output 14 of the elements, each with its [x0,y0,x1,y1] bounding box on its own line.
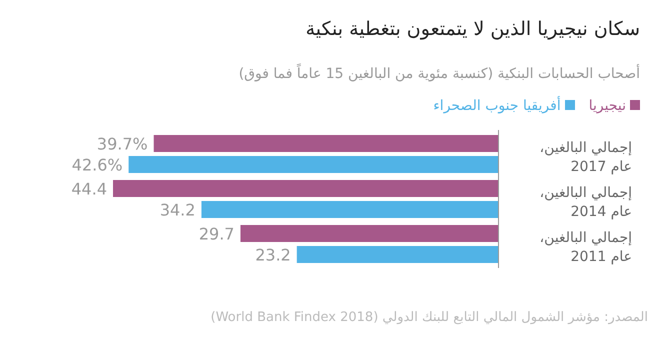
annotation: المصدر: مؤشر الشمول المالي التابع للبنك الدولي (World Bank Findex 2018) [210,310,648,325]
legend-label: أفريقيا جنوب الصحراء [433,98,562,114]
category-label: إجمالي البالغين، عام 2011 [538,229,632,267]
data-label: 23.2 [255,246,291,264]
data-label: 39.7% [96,134,148,154]
data-label: 29.7 [198,224,234,244]
title: سكان نيجيريا الذين لا يتمتعون بتغطية بنكية [306,18,640,40]
data-label: 44.4 [71,180,107,198]
data-label: 42.6% [72,156,123,174]
subtitle: أصحاب الحسابات البنكية (كنسبة مئوية من البالغين 15 عاماً فما فوق) [238,66,640,82]
data-label: 34.2 [160,200,196,220]
category-label: إجمالي البالغين، عام 2014 [538,184,632,222]
legend-label: نيجيريا [588,98,627,114]
category-label: إجمالي البالغين، عام 2017 [538,139,632,177]
